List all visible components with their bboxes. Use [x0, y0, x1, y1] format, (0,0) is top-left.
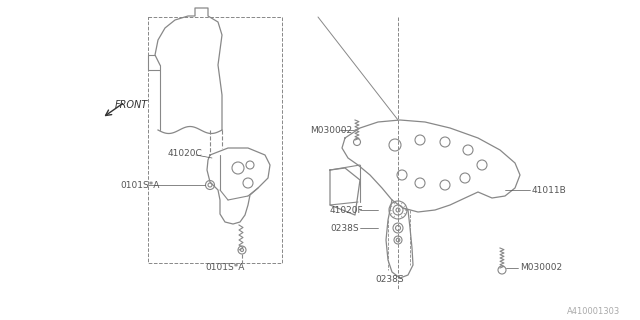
Text: 41020C: 41020C — [168, 148, 203, 157]
Text: 0101S*A: 0101S*A — [120, 180, 159, 189]
Text: M030002: M030002 — [520, 263, 562, 273]
Text: 0238S: 0238S — [376, 276, 404, 284]
Text: M030002: M030002 — [310, 125, 352, 134]
Text: 41011B: 41011B — [532, 186, 567, 195]
Text: 0101S*A: 0101S*A — [205, 263, 244, 273]
Text: A410001303: A410001303 — [567, 308, 620, 316]
Text: 41020F: 41020F — [330, 205, 364, 214]
Text: 0238S: 0238S — [330, 223, 358, 233]
Text: FRONT: FRONT — [115, 100, 148, 110]
